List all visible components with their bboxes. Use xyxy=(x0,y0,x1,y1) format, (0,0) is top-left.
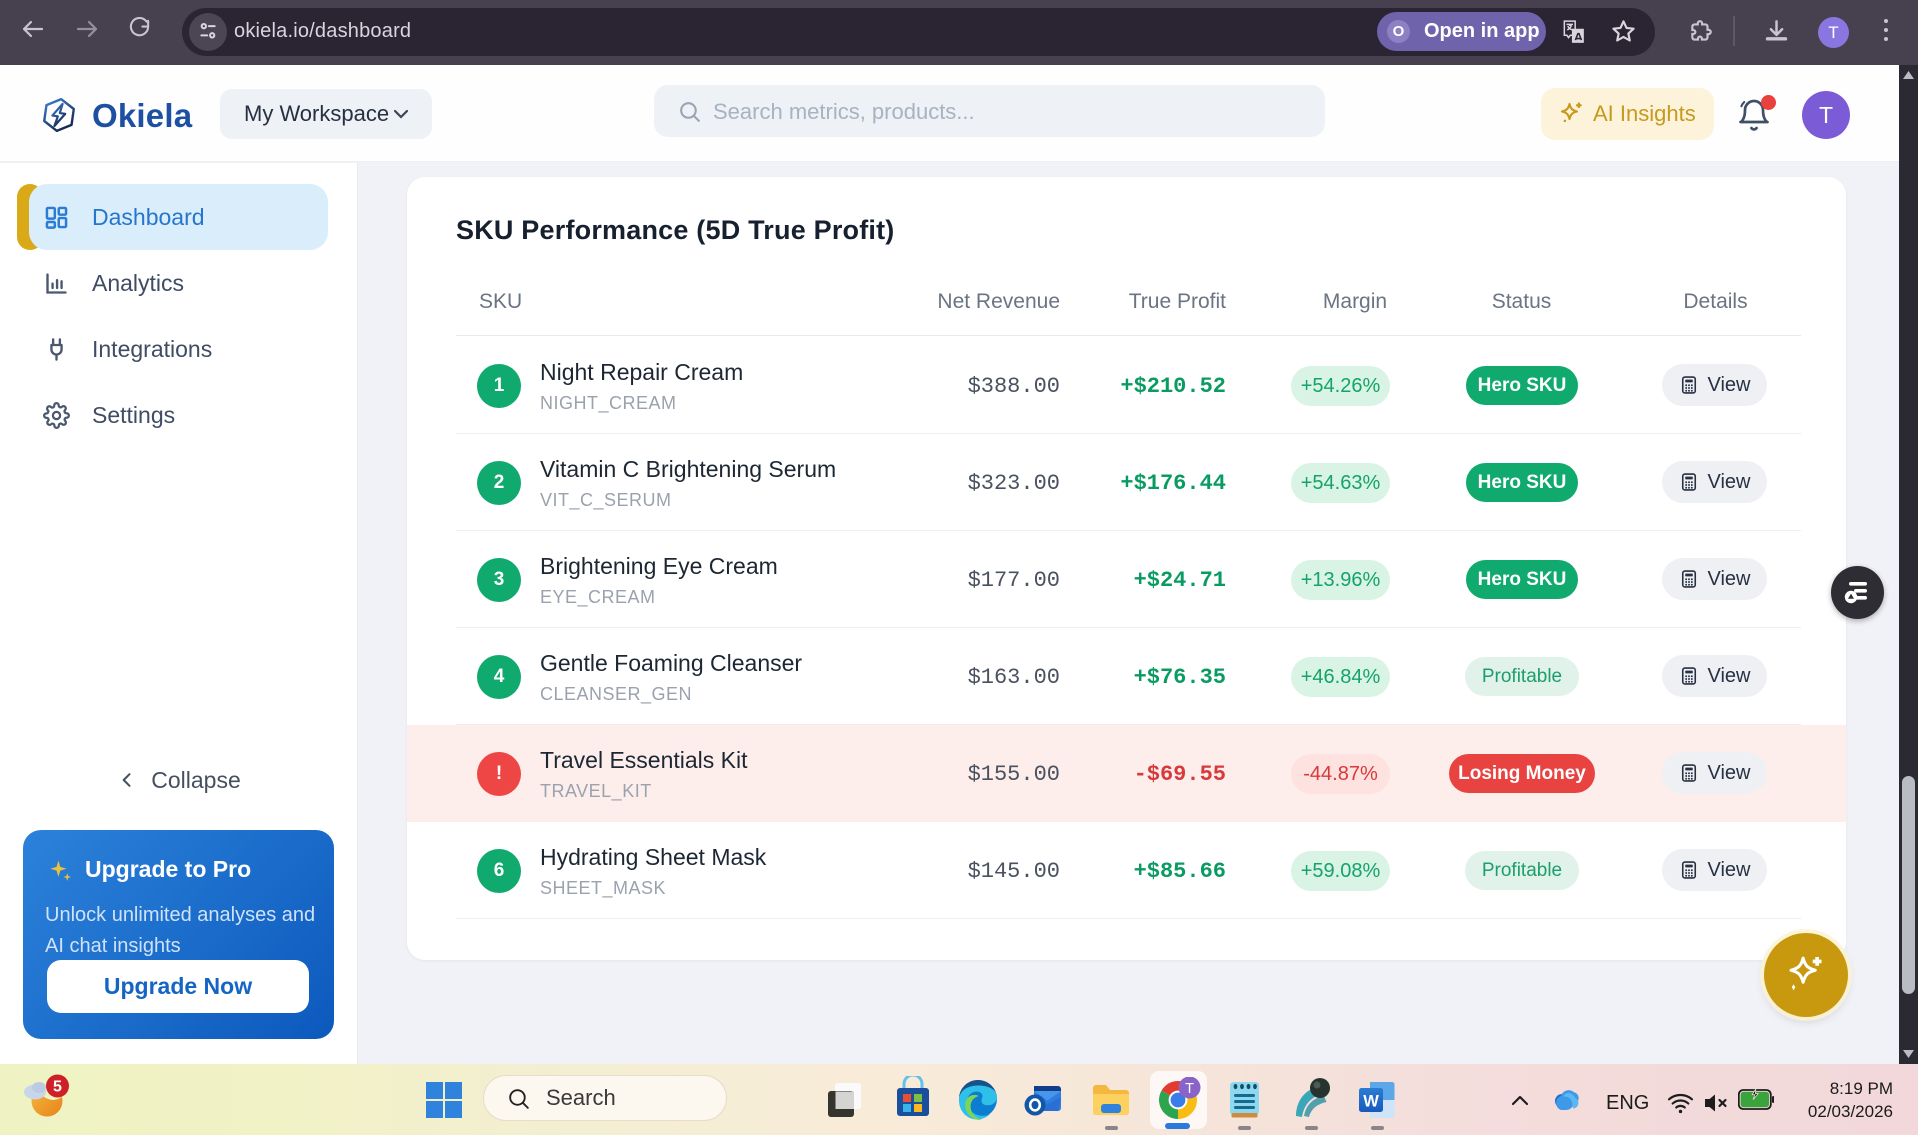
svg-text:5: 5 xyxy=(53,1079,62,1096)
svg-text:W: W xyxy=(1363,1093,1379,1111)
svg-text:T: T xyxy=(1185,1081,1194,1097)
